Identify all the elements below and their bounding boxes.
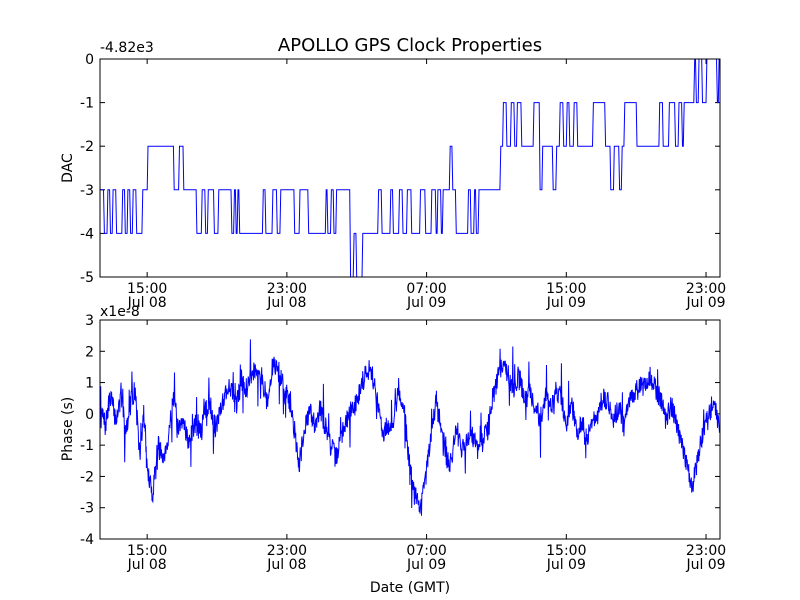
phase-x-tick-label: 07:00 [406,543,446,559]
phase-y-tick-label: -1 [80,438,94,454]
phase-y-ticks: 3 2 1 0 -1 -2 -3 -4 [80,313,720,548]
phase-x-tick-label: 15:00 [546,543,586,559]
dac-y-tick-label: -2 [80,139,94,155]
phase-y-tick-label: 0 [85,407,94,423]
dac-x-tick-date: Jul 08 [266,295,306,311]
dac-x-tick-label: 15:00 [546,281,586,297]
dac-y-tick-label: -1 [80,96,94,112]
dac-offset-label: -4.82e3 [100,40,154,56]
phase-x-tick-date: Jul 08 [127,557,167,573]
phase-x-tick-date: Jul 09 [685,557,725,573]
phase-x-tick-label: 23:00 [267,543,307,559]
phase-y-tick-label: -4 [80,532,94,548]
phase-y-tick-label: 3 [85,313,94,329]
phase-plot-frame [99,319,721,540]
dac-plot-frame [99,58,721,278]
phase-series-line [100,339,720,516]
dac-y-tick-label: -3 [80,183,94,199]
phase-offset-label: x1e-8 [100,304,140,320]
phase-x-tick-label: 15:00 [127,543,167,559]
dac-x-tick-date: Jul 09 [685,295,725,311]
dac-x-tick-date: Jul 08 [127,295,167,311]
phase-x-tick-date: Jul 09 [406,557,446,573]
dac-y-ticks: 0 -1 -2 -3 -4 -5 [80,52,720,286]
phase-x-tick-label: 23:00 [686,543,726,559]
dac-y-tick-label: 0 [85,52,94,68]
phase-y-tick-label: -2 [80,469,94,485]
dac-y-tick-label: -5 [80,270,94,286]
phase-x-tick-date: Jul 08 [266,557,306,573]
phase-x-tick-date: Jul 09 [546,557,586,573]
phase-y-axis-label: Phase (s) [60,397,76,461]
dac-x-tick-label: 15:00 [127,281,167,297]
phase-y-tick-label: -3 [80,501,94,517]
dac-x-tick-date: Jul 09 [546,295,586,311]
figure-title: APOLLO GPS Clock Properties [278,35,542,56]
x-axis-label: Date (GMT) [370,580,450,596]
dac-series-line [100,59,720,277]
dac-x-tick-label: 23:00 [267,281,307,297]
dac-y-tick-label: -4 [80,226,94,242]
phase-y-tick-label: 1 [85,376,94,392]
dac-x-tick-label: 23:00 [686,281,726,297]
dac-x-tick-label: 07:00 [406,281,446,297]
dac-x-tick-date: Jul 09 [406,295,446,311]
phase-y-tick-label: 2 [85,344,94,360]
dac-y-axis-label: DAC [60,153,76,183]
